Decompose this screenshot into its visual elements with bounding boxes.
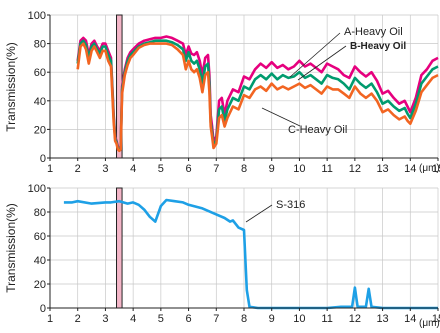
- x-tick-label-14: 14: [404, 313, 416, 325]
- annotation-b-heavy-oil: B-Heavy Oil: [350, 41, 406, 52]
- x-tick-label-10: 10: [293, 163, 305, 175]
- x-tick-label-7: 7: [213, 163, 219, 175]
- x-tick-label-14: 14: [404, 163, 416, 175]
- y-tick-label-60: 60: [34, 231, 46, 243]
- y-tick-label-80: 80: [34, 39, 46, 51]
- leader-line-s316: [245, 204, 273, 223]
- x-tick-label-8: 8: [241, 313, 247, 325]
- y-tick-label-20: 20: [34, 124, 46, 136]
- annotation-a-heavy-oil: A-Heavy Oil: [344, 26, 403, 38]
- y-axis-label-top: Transmission(%): [4, 42, 18, 132]
- x-tick-label-6: 6: [186, 163, 192, 175]
- annotation-s-316: S-316: [276, 199, 305, 211]
- x-tick-label-13: 13: [376, 163, 388, 175]
- x-tick-label-9: 9: [269, 163, 275, 175]
- ticks-top: 123456789101112131415020406080100: [28, 10, 440, 175]
- x-tick-label-10: 10: [293, 313, 305, 325]
- series-group-top: [76, 35, 439, 153]
- x-tick-label-3: 3: [102, 313, 108, 325]
- leader-line-a: [289, 32, 341, 78]
- x-tick-label-2: 2: [75, 163, 81, 175]
- series-line-c-heavy-oil: [76, 42, 439, 153]
- x-tick-label-9: 9: [269, 313, 275, 325]
- x-tick-label-15: 15: [432, 313, 440, 325]
- x-unit-label-bottom: (μm): [419, 318, 440, 329]
- ticks-bottom: 123456789101112131415020406080100: [28, 183, 440, 325]
- y-tick-label-40: 40: [34, 96, 46, 108]
- x-tick-label-13: 13: [376, 313, 388, 325]
- x-tick-label-11: 11: [321, 163, 332, 175]
- x-tick-label-8: 8: [241, 163, 247, 175]
- x-tick-label-4: 4: [130, 163, 136, 175]
- x-tick-label-1: 1: [47, 313, 53, 325]
- y-tick-label-40: 40: [34, 255, 46, 267]
- x-tick-label-15: 15: [432, 163, 440, 175]
- x-tick-label-6: 6: [186, 313, 192, 325]
- y-tick-label-100: 100: [28, 10, 46, 22]
- y-tick-label-20: 20: [34, 279, 46, 291]
- series-group-bottom: [63, 198, 438, 310]
- series-line-s-316: [63, 198, 438, 310]
- leader-line-b: [297, 45, 347, 81]
- x-tick-label-12: 12: [349, 163, 361, 175]
- x-tick-label-5: 5: [158, 313, 164, 325]
- leader-line-c: [261, 107, 301, 127]
- x-tick-label-12: 12: [349, 313, 361, 325]
- y-tick-label-0: 0: [40, 153, 46, 165]
- x-tick-label-7: 7: [213, 313, 219, 325]
- y-tick-label-80: 80: [34, 207, 46, 219]
- x-tick-label-4: 4: [130, 313, 136, 325]
- annotation-c-heavy-oil: C-Heavy Oil: [288, 124, 347, 136]
- y-tick-label-0: 0: [40, 303, 46, 315]
- y-tick-label-60: 60: [34, 67, 46, 79]
- chart-bottom-s316: 123456789101112131415020406080100 Transm…: [4, 183, 440, 329]
- x-tick-label-2: 2: [75, 313, 81, 325]
- x-tick-label-11: 11: [321, 313, 332, 325]
- absorption-band-bottom: [116, 187, 123, 309]
- x-unit-label-top: (μm): [419, 163, 440, 174]
- chart-top-oils: 123456789101112131415020406080100 Transm…: [4, 10, 440, 175]
- x-tick-label-5: 5: [158, 163, 164, 175]
- y-tick-label-100: 100: [28, 183, 46, 195]
- x-tick-label-1: 1: [47, 163, 53, 175]
- x-tick-label-3: 3: [102, 163, 108, 175]
- y-axis-label-bottom: Transmission(%): [4, 203, 18, 293]
